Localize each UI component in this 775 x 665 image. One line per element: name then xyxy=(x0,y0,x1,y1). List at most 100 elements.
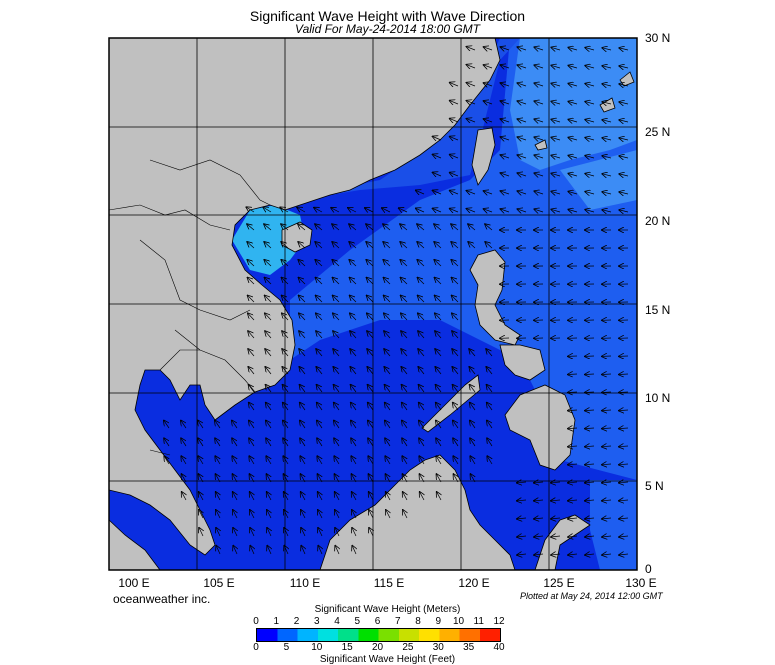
wave-arrow xyxy=(602,374,612,375)
wave-arrow xyxy=(382,208,391,212)
meter-tick-label: 1 xyxy=(273,616,280,627)
wave-arrow xyxy=(518,155,527,158)
wave-arrow xyxy=(568,518,578,519)
lat-label-5n: 5 N xyxy=(645,479,664,493)
wave-arrow xyxy=(384,331,391,339)
lon-label-110e: 110 E xyxy=(289,576,321,590)
wave-arrow xyxy=(283,438,288,447)
wave-arrow xyxy=(434,224,442,231)
wave-arrow xyxy=(164,456,169,465)
wave-arrow xyxy=(281,224,289,231)
wave-arrow xyxy=(484,83,493,86)
wave-arrow xyxy=(334,438,339,447)
wave-arrow xyxy=(602,518,612,519)
wave-arrow xyxy=(419,385,425,393)
wave-arrow xyxy=(568,554,578,555)
wave-arrow xyxy=(534,482,544,483)
wave-arrow xyxy=(283,456,288,465)
feet-tick-label: 20 xyxy=(371,642,384,653)
wave-arrow xyxy=(551,47,561,50)
wave-arrow xyxy=(402,403,408,411)
wave-arrow xyxy=(216,510,220,519)
wave-arrow xyxy=(534,155,544,158)
wave-arrow xyxy=(602,48,612,50)
wave-arrow xyxy=(318,510,322,519)
wave-arrow xyxy=(619,392,629,393)
wave-arrow xyxy=(300,438,305,447)
wave-arrow xyxy=(249,421,255,429)
wave-arrow xyxy=(299,349,306,357)
wave-arrow xyxy=(602,66,612,68)
wave-arrow xyxy=(216,546,220,555)
wave-arrow xyxy=(248,331,255,339)
wave-arrow xyxy=(602,102,612,104)
wave-arrow xyxy=(384,313,391,321)
wave-arrow xyxy=(619,464,629,465)
wave-arrow xyxy=(568,500,578,501)
wave-arrow xyxy=(470,421,476,429)
wave-arrow xyxy=(433,137,442,141)
wave-arrow xyxy=(470,385,476,393)
wave-arrow xyxy=(366,224,374,231)
wave-arrow xyxy=(266,421,272,429)
wave-arrow xyxy=(352,492,356,501)
wave-arrow xyxy=(164,438,169,447)
wave-arrow xyxy=(568,138,578,141)
wave-arrow xyxy=(602,210,612,212)
wave-arrow xyxy=(450,191,459,194)
wave-arrow xyxy=(518,101,527,104)
wave-arrow xyxy=(298,224,306,231)
colorbar-title-meters: Significant Wave Height (Meters) xyxy=(314,604,461,615)
wave-arrow xyxy=(467,119,476,122)
wave-arrow xyxy=(619,192,629,194)
wave-arrow xyxy=(418,278,425,285)
wave-arrow xyxy=(585,138,595,140)
wave-arrow xyxy=(551,83,561,86)
wave-arrow xyxy=(248,349,255,357)
wave-arrow xyxy=(485,224,493,231)
meter-tick-label: 9 xyxy=(435,616,442,627)
wave-arrow xyxy=(619,48,629,50)
lon-label-115e: 115 E xyxy=(373,576,405,590)
wave-arrow xyxy=(551,518,561,519)
wave-arrow xyxy=(585,464,595,465)
wave-arrow xyxy=(450,173,459,176)
wave-arrow xyxy=(551,119,561,122)
wave-arrow xyxy=(484,119,493,122)
wave-arrow xyxy=(419,403,425,411)
wave-arrow xyxy=(350,296,357,303)
wave-arrow xyxy=(436,385,442,393)
wave-arrow xyxy=(367,367,374,375)
wave-arrow xyxy=(435,349,442,357)
wave-arrow xyxy=(450,209,459,212)
wave-arrow xyxy=(452,349,459,357)
wave-arrow xyxy=(585,66,595,68)
wave-arrow xyxy=(602,446,612,447)
wave-arrow xyxy=(248,313,255,321)
wave-arrow xyxy=(316,313,323,321)
wave-arrow xyxy=(585,410,595,411)
wave-arrow xyxy=(437,492,441,501)
wave-arrow xyxy=(267,492,271,501)
wave-arrow xyxy=(568,120,578,123)
wave-arrow xyxy=(468,242,476,249)
wave-arrow xyxy=(602,464,612,465)
wave-arrow xyxy=(384,278,391,285)
wave-arrow xyxy=(619,374,629,375)
wave-arrow xyxy=(434,260,442,267)
wave-arrow xyxy=(501,137,510,140)
wave-arrow xyxy=(585,500,595,501)
wave-arrow xyxy=(332,242,340,249)
wave-arrow xyxy=(534,173,544,176)
wave-arrow xyxy=(333,331,340,339)
wave-arrow xyxy=(501,101,510,104)
wave-arrow xyxy=(400,224,408,231)
wave-arrow xyxy=(518,173,527,176)
wave-arrow xyxy=(300,385,306,393)
wave-arrow xyxy=(467,191,476,194)
wave-arrow xyxy=(267,510,271,519)
wave-arrow xyxy=(249,456,254,465)
meter-tick-label: 5 xyxy=(354,616,361,627)
wave-arrow xyxy=(619,66,629,68)
wave-arrow xyxy=(534,47,544,50)
